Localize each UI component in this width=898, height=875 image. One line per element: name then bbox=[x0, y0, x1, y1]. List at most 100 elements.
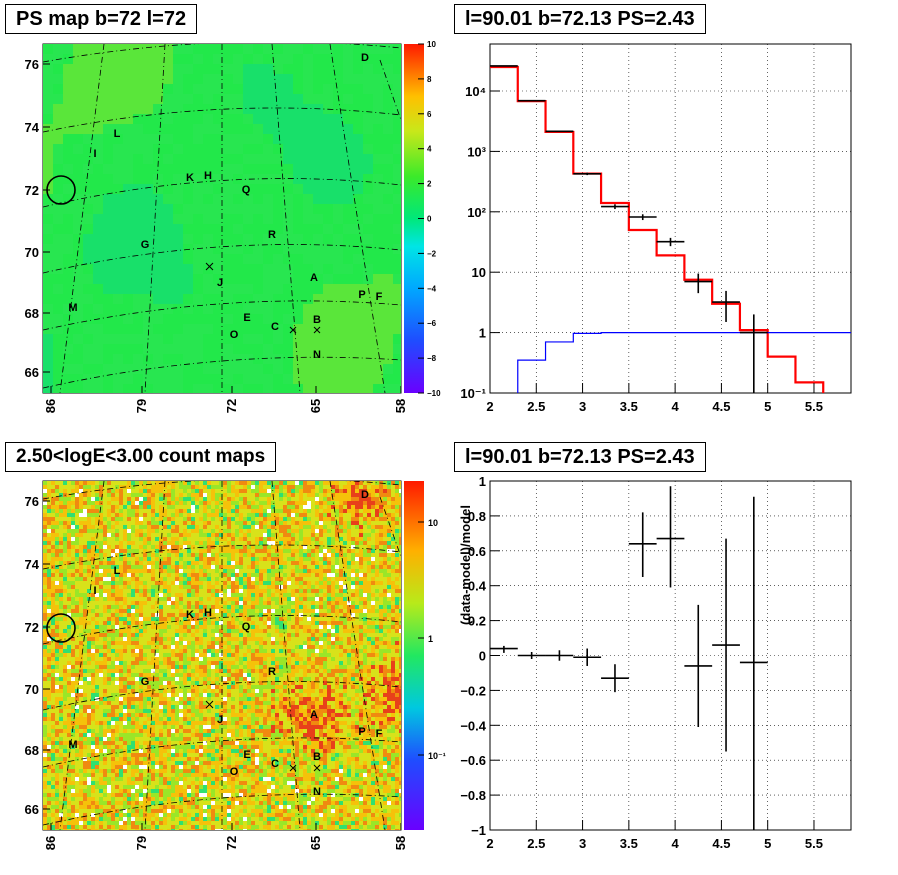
map-pixel bbox=[87, 633, 91, 637]
map-pixel bbox=[83, 234, 93, 244]
map-pixel bbox=[83, 501, 87, 505]
map-pixel bbox=[163, 254, 173, 264]
map-pixel bbox=[133, 64, 143, 74]
map-pixel bbox=[75, 525, 79, 529]
map-pixel bbox=[175, 521, 179, 525]
map-pixel bbox=[123, 501, 127, 505]
map-pixel bbox=[323, 597, 327, 601]
map-pixel bbox=[159, 613, 163, 617]
map-pixel bbox=[163, 64, 173, 74]
map-pixel bbox=[211, 605, 215, 609]
map-pixel bbox=[107, 569, 111, 573]
map-pixel bbox=[355, 493, 359, 497]
map-pixel bbox=[103, 521, 107, 525]
map-pixel bbox=[223, 344, 233, 354]
map-pixel bbox=[347, 509, 351, 513]
map-pixel bbox=[73, 234, 83, 244]
map-pixel bbox=[183, 374, 193, 384]
map-pixel bbox=[387, 489, 391, 493]
map-pixel bbox=[323, 384, 333, 393]
map-pixel bbox=[63, 513, 67, 517]
map-pixel bbox=[107, 493, 111, 497]
map-pixel bbox=[375, 613, 379, 617]
map-pixel bbox=[363, 557, 367, 561]
map-pixel bbox=[399, 561, 401, 565]
count-map-pixels bbox=[43, 481, 401, 830]
map-pixel bbox=[387, 561, 391, 565]
map-pixel bbox=[63, 74, 73, 84]
map-pixel bbox=[123, 134, 133, 144]
map-pixel bbox=[323, 204, 333, 214]
map-pixel bbox=[373, 74, 383, 84]
map-pixel bbox=[351, 493, 355, 497]
map-pixel bbox=[143, 521, 147, 525]
map-pixel bbox=[315, 565, 319, 569]
map-pixel bbox=[43, 54, 53, 64]
map-pixel bbox=[203, 94, 213, 104]
map-pixel bbox=[43, 621, 47, 625]
map-pixel bbox=[353, 344, 363, 354]
map-pixel bbox=[167, 581, 171, 585]
map-pixel bbox=[151, 529, 155, 533]
map-pixel bbox=[183, 84, 193, 94]
map-pixel bbox=[335, 601, 339, 605]
map-pixel bbox=[203, 501, 207, 505]
map-pixel bbox=[73, 224, 83, 234]
map-pixel bbox=[47, 609, 51, 613]
map-pixel bbox=[203, 485, 207, 489]
map-pixel bbox=[327, 525, 331, 529]
map-pixel bbox=[179, 513, 183, 517]
map-pixel bbox=[291, 585, 295, 589]
map-pixel bbox=[327, 585, 331, 589]
map-pixel bbox=[183, 264, 193, 274]
map-pixel bbox=[131, 537, 135, 541]
map-pixel bbox=[219, 481, 223, 485]
map-pixel bbox=[43, 164, 53, 174]
map-pixel bbox=[273, 234, 283, 244]
map-pixel bbox=[113, 84, 123, 94]
map-pixel bbox=[173, 104, 183, 114]
map-pixel bbox=[271, 605, 275, 609]
map-pixel bbox=[223, 124, 233, 134]
map-pixel bbox=[235, 525, 239, 529]
map-pixel bbox=[263, 497, 267, 501]
map-pixel bbox=[391, 593, 395, 597]
map-pixel bbox=[167, 569, 171, 573]
map-pixel bbox=[147, 481, 151, 485]
map-pixel bbox=[315, 493, 319, 497]
map-pixel bbox=[107, 533, 111, 537]
map-pixel bbox=[283, 254, 293, 264]
map-pixel bbox=[171, 557, 175, 561]
map-pixel bbox=[379, 553, 383, 557]
map-pixel bbox=[367, 497, 371, 501]
map-pixel bbox=[79, 557, 83, 561]
map-pixel bbox=[159, 597, 163, 601]
map-pixel bbox=[359, 517, 363, 521]
map-pixel bbox=[91, 485, 95, 489]
map-pixel bbox=[119, 513, 123, 517]
map-pixel bbox=[63, 605, 67, 609]
map-pixel bbox=[283, 489, 287, 493]
map-pixel bbox=[43, 589, 47, 593]
map-pixel bbox=[91, 621, 95, 625]
map-pixel bbox=[343, 581, 347, 585]
map-pixel bbox=[79, 569, 83, 573]
map-pixel bbox=[111, 601, 115, 605]
map-pixel bbox=[115, 621, 119, 625]
map-pixel bbox=[75, 565, 79, 569]
map-pixel bbox=[167, 497, 171, 501]
map-pixel bbox=[91, 613, 95, 617]
map-pixel bbox=[343, 234, 353, 244]
map-pixel bbox=[215, 549, 219, 553]
map-pixel bbox=[267, 569, 271, 573]
map-pixel bbox=[191, 621, 195, 625]
map-pixel bbox=[143, 493, 147, 497]
map-pixel bbox=[187, 633, 191, 637]
map-pixel bbox=[111, 509, 115, 513]
map-pixel bbox=[195, 545, 199, 549]
map-pixel bbox=[333, 324, 343, 334]
map-pixel bbox=[293, 64, 303, 74]
map-pixel bbox=[351, 581, 355, 585]
map-pixel bbox=[343, 541, 347, 545]
map-pixel bbox=[203, 601, 207, 605]
